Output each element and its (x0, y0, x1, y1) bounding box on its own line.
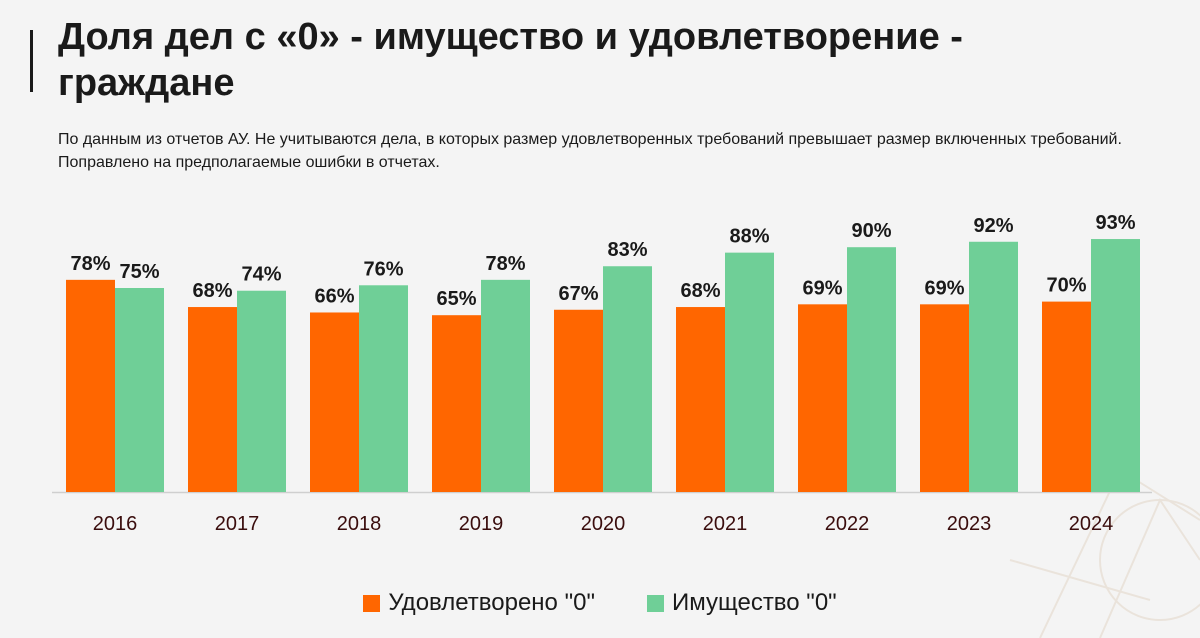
bar-property-2019 (481, 279, 530, 492)
bar-satisfied-2019 (432, 315, 481, 492)
legend-swatch-property (646, 594, 664, 612)
bar-property-2018 (359, 285, 408, 492)
bar-satisfied-2017 (188, 307, 237, 492)
x-tick-label-2024: 2024 (1069, 513, 1114, 535)
data-label-property-2024: 93% (1095, 212, 1135, 234)
data-label-property-2021: 88% (729, 226, 769, 248)
x-tick-label-2019: 2019 (459, 513, 504, 535)
data-label-property-2019: 78% (485, 253, 525, 275)
bar-satisfied-2020 (554, 309, 603, 492)
data-label-satisfied-2019: 65% (436, 288, 476, 310)
data-label-property-2017: 74% (241, 264, 281, 286)
x-tick-label-2020: 2020 (581, 513, 626, 535)
data-label-satisfied-2017: 68% (192, 280, 232, 302)
data-label-property-2023: 92% (973, 215, 1013, 237)
legend-item-satisfied: Удовлетворено "0" (363, 589, 595, 617)
page-title: Доля дел с «0» - имущество и удовлетворе… (58, 16, 963, 104)
x-tick-label-2018: 2018 (337, 513, 382, 535)
bar-satisfied-2016 (66, 279, 115, 492)
bar-satisfied-2022 (798, 304, 847, 492)
title-accent-bar (30, 30, 33, 92)
bar-property-2024 (1091, 239, 1140, 492)
page-subtitle: По данным из отчетов АУ. Не учитываются … (58, 131, 1122, 171)
data-label-satisfied-2022: 69% (802, 277, 842, 299)
x-tick-label-2021: 2021 (703, 513, 748, 535)
data-label-satisfied-2020: 67% (558, 283, 598, 305)
bar-property-2017 (237, 290, 286, 492)
legend-label-property: Имущество "0" (671, 589, 837, 616)
x-tick-label-2022: 2022 (825, 513, 870, 535)
legend-swatch-satisfied (363, 594, 381, 612)
bar-satisfied-2023 (920, 304, 969, 492)
data-label-satisfied-2024: 70% (1046, 275, 1086, 297)
data-label-satisfied-2016: 78% (70, 253, 110, 275)
bar-satisfied-2018 (310, 312, 359, 492)
bar-property-2023 (969, 241, 1018, 492)
legend-item-property: Имущество "0" (646, 589, 837, 617)
data-label-property-2018: 76% (363, 258, 403, 280)
bar-property-2022 (847, 247, 896, 492)
x-tick-label-2016: 2016 (93, 513, 138, 535)
x-tick-label-2023: 2023 (947, 513, 992, 535)
bar-property-2020 (603, 266, 652, 492)
bar-property-2016 (115, 288, 164, 492)
data-label-property-2020: 83% (607, 239, 647, 261)
data-label-satisfied-2023: 69% (924, 277, 964, 299)
chart-legend: Удовлетворено "0" Имущество "0" (0, 586, 1200, 620)
data-label-property-2016: 75% (119, 261, 159, 283)
legend-label-satisfied: Удовлетворено "0" (388, 589, 595, 616)
bar-satisfied-2024 (1042, 301, 1091, 492)
bar-property-2021 (725, 252, 774, 492)
bar-satisfied-2021 (676, 307, 725, 492)
data-label-satisfied-2018: 66% (314, 285, 354, 307)
data-label-property-2022: 90% (851, 220, 891, 242)
data-label-satisfied-2021: 68% (680, 280, 720, 302)
x-tick-label-2017: 2017 (215, 513, 260, 535)
